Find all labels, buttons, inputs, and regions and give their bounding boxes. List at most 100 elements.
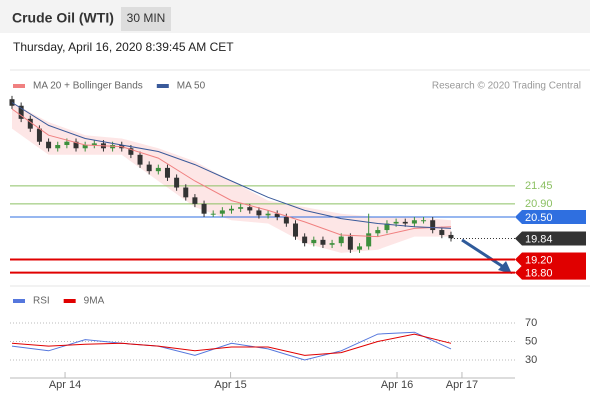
candle-body: [27, 118, 33, 129]
candle: [411, 216, 417, 227]
candle-body: [18, 105, 24, 119]
candle-body: [283, 216, 289, 224]
candle: [439, 226, 445, 239]
candle: [82, 141, 88, 152]
candle-body: [265, 213, 271, 216]
subtitle: Thursday, April 16, 2020 8:39:45 AM CET: [13, 40, 234, 54]
candle: [402, 218, 408, 227]
rsi-tick-label: 70: [525, 317, 537, 329]
candle-body: [274, 213, 280, 217]
candle-body: [302, 236, 308, 244]
candle-body: [421, 220, 427, 222]
legend-swatch: [63, 299, 76, 303]
interval-label[interactable]: 30 MIN: [127, 11, 166, 25]
legend-swatch: [13, 299, 25, 303]
candle-body: [146, 164, 152, 172]
candle-body: [256, 210, 262, 216]
candle: [320, 236, 326, 249]
x-tick-label: Apr 15: [214, 379, 246, 391]
candle-body: [238, 207, 244, 209]
ma-line: [11, 108, 452, 238]
candle-body: [393, 221, 399, 224]
candle: [238, 203, 244, 213]
candle-body: [247, 207, 253, 211]
legend-label: MA 50: [177, 81, 206, 92]
candle-body: [64, 141, 70, 145]
candle-body: [36, 128, 42, 142]
candle: [174, 174, 180, 191]
candle: [155, 164, 161, 175]
candle: [73, 138, 79, 152]
candle-body: [329, 243, 335, 245]
chart-title: Crude Oil (WTI): [12, 10, 114, 26]
level-label: 19.20: [525, 254, 553, 266]
legend-label: MA 20 + Bollinger Bands: [33, 81, 143, 92]
credit: Research © 2020 Trading Central: [432, 81, 581, 92]
candle: [146, 161, 152, 175]
level-tag: [515, 265, 586, 280]
legend-label: 9MA: [84, 296, 105, 307]
candle: [302, 233, 308, 247]
interval-badge[interactable]: [121, 7, 171, 31]
candle: [384, 220, 390, 234]
level-label: 18.80: [525, 267, 553, 279]
candle: [164, 164, 170, 181]
rsi-line: [11, 331, 452, 361]
candle: [421, 216, 427, 224]
level-label: 20.50: [525, 212, 553, 224]
candle-body: [192, 197, 198, 204]
candle-body: [402, 221, 408, 224]
candle: [128, 145, 134, 159]
level-tag: [515, 209, 586, 224]
candle-body: [91, 143, 97, 145]
candle: [311, 236, 317, 247]
candle: [329, 239, 335, 249]
forecast-arrowhead: [498, 261, 512, 274]
candle: [201, 200, 207, 217]
candle-body: [210, 213, 216, 215]
legend-swatch: [156, 84, 169, 88]
ma-line: [11, 102, 452, 229]
candle-body: [384, 223, 390, 231]
candle-body: [155, 167, 161, 172]
legend-swatch: [13, 84, 25, 88]
candle-body: [347, 236, 353, 250]
candle: [256, 207, 262, 219]
candle-body: [82, 145, 88, 149]
candle: [183, 184, 189, 201]
candle-body: [311, 239, 317, 244]
candle: [91, 140, 97, 149]
candle-body: [219, 210, 225, 214]
candle: [137, 151, 143, 168]
candle: [192, 194, 198, 208]
candle: [219, 207, 225, 217]
candle-body: [357, 246, 363, 250]
candle-body: [448, 234, 454, 239]
level-label: 20.90: [525, 198, 553, 210]
candle-body: [430, 220, 436, 231]
candle: [293, 220, 299, 240]
candle-body: [366, 233, 372, 247]
candle-body: [411, 220, 417, 224]
bollinger-band: [12, 102, 451, 253]
candle-body: [375, 230, 381, 234]
candle: [46, 138, 52, 152]
candle: [27, 115, 33, 132]
candle-body: [174, 177, 180, 188]
candle: [9, 95, 15, 110]
candle-body: [293, 223, 299, 237]
level-label: 19.84: [525, 233, 553, 245]
x-tick-label: Apr 16: [381, 379, 413, 391]
candle-body: [228, 208, 234, 211]
x-tick-label: Apr 17: [446, 379, 478, 391]
candle-body: [128, 148, 134, 155]
candle-body: [137, 154, 143, 165]
candle-body: [164, 167, 170, 178]
x-tick-label: Apr 14: [49, 379, 81, 391]
candle: [430, 216, 436, 234]
level-tag: [515, 231, 586, 246]
forecast-arrow: [461, 238, 506, 270]
level-label: 21.45: [525, 180, 553, 192]
candle-body: [201, 203, 207, 214]
